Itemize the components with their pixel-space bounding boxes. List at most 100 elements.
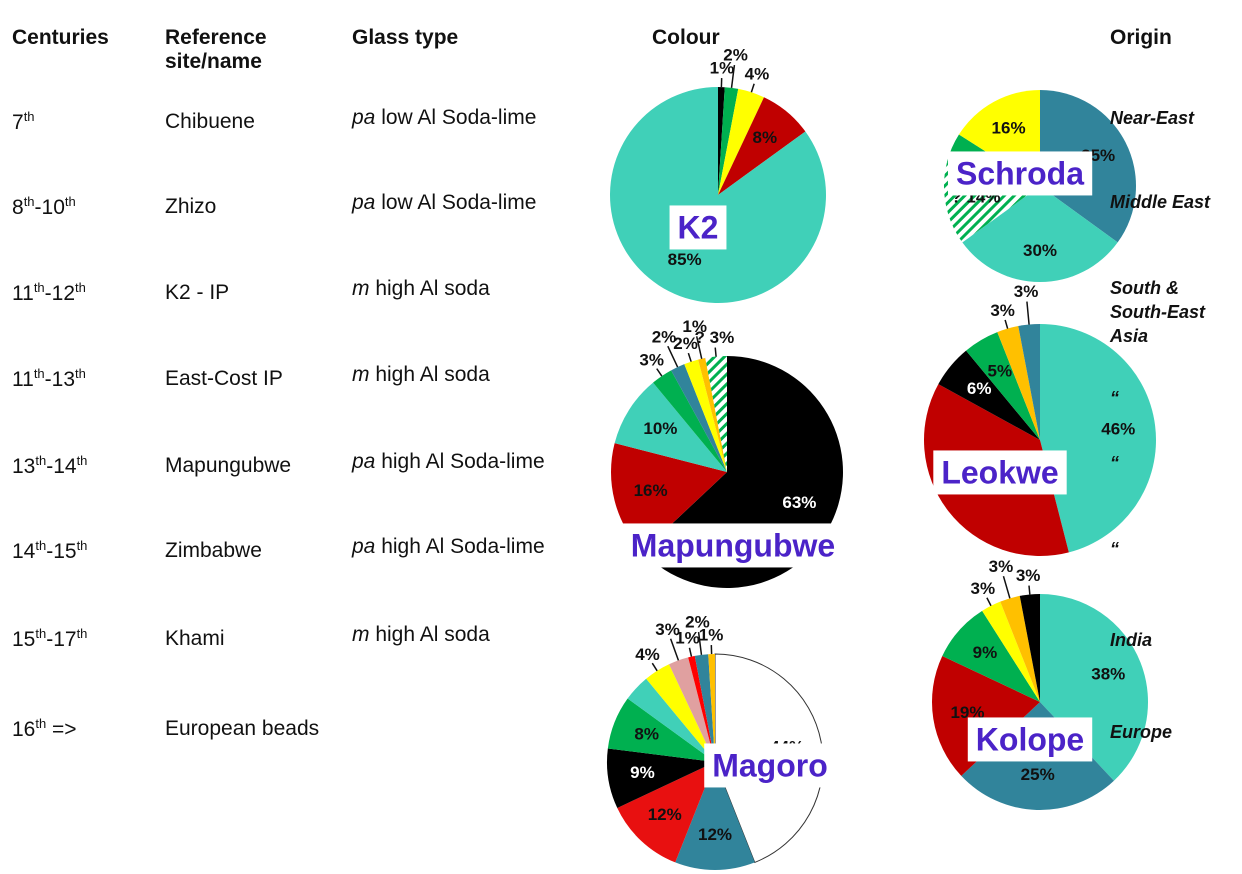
superscript: th (33, 366, 45, 381)
pie-slice (966, 332, 1040, 440)
glass-text: high Al soda (369, 363, 490, 386)
century-text: -13 (44, 368, 76, 391)
century-text: 14 (12, 540, 36, 563)
century: 13th-14th (12, 453, 87, 479)
leader-line (695, 336, 703, 359)
glass-type: pa high Al Soda-lime (352, 535, 545, 559)
origin: “ (1110, 388, 1119, 408)
pie-slice (688, 655, 715, 762)
site-name: Mapungubwe (165, 454, 292, 477)
slice-label: 4% (745, 65, 770, 84)
superscript: th (75, 366, 86, 381)
column-header: Reference site/name (165, 26, 267, 73)
column-header: Colour (652, 26, 720, 49)
pie-slice (997, 326, 1040, 440)
leader-line (1028, 585, 1031, 595)
glass-prefix: pa (352, 535, 376, 558)
pie-slice (607, 748, 715, 808)
century: 7th (12, 109, 35, 135)
leader-line (667, 345, 679, 368)
leader-line (687, 352, 692, 362)
leader-line (986, 597, 992, 607)
superscript: th (35, 626, 47, 641)
glass-type: m high Al soda (352, 363, 490, 387)
slice-label: 12% (648, 805, 682, 824)
century-text: -12 (44, 282, 76, 305)
slice-label: 6% (967, 379, 992, 398)
glass-text: high Al Soda-lime (375, 535, 545, 558)
pie-slice (675, 762, 755, 870)
leader-line (651, 662, 658, 672)
column-header: Origin (1110, 26, 1172, 49)
leader-line (697, 631, 703, 655)
superscript: th (33, 280, 45, 295)
slice-label: 1% (710, 59, 735, 78)
label-box (967, 717, 1093, 762)
label-box (669, 205, 727, 250)
pie-slice (627, 678, 715, 762)
slice-label: 85% (668, 250, 702, 269)
slice-label: 8% (753, 128, 778, 147)
pie-slice (694, 654, 715, 762)
century-text: => (46, 718, 77, 741)
slice-label: 3% (1016, 566, 1041, 585)
superscript: th (76, 538, 88, 553)
slice-label: 2% (685, 613, 710, 632)
pie-slice (942, 610, 1040, 702)
site-name: Chibuene (165, 110, 255, 133)
origin: Middle East (1110, 192, 1211, 212)
century: 11th-13th (12, 366, 86, 392)
glass-prefix: m (352, 623, 370, 646)
site-name: European beads (165, 717, 320, 740)
slice-label: 5% (988, 362, 1013, 381)
site-name: Khami (165, 627, 225, 650)
pie-slice (698, 358, 727, 472)
glass-text: low Al Soda-lime (375, 191, 537, 214)
site-name: East-Cost IP (165, 367, 283, 390)
century-text: 13 (12, 455, 36, 478)
slice-label: 16% (634, 481, 668, 500)
slice-label: 1% (699, 626, 724, 645)
pie-slice (1019, 594, 1040, 702)
century: 14th-15th (12, 538, 87, 564)
slice-label: 30% (1023, 241, 1057, 260)
leader-line (1004, 319, 1009, 329)
century-text: 16 (12, 718, 36, 741)
glass-prefix: m (352, 277, 370, 300)
pie-slice (671, 364, 727, 472)
origin: “ (1110, 539, 1119, 559)
leader-line (1002, 575, 1011, 599)
site-label: Mapungubwe (631, 527, 835, 563)
site-label: Kolope (976, 721, 1084, 757)
century-text: 11 (12, 282, 34, 305)
pie-slice (669, 657, 715, 762)
glass-type: m high Al soda (352, 623, 490, 647)
glass-prefix: m (352, 363, 370, 386)
pie-slice (718, 87, 725, 195)
slice-label: 9% (630, 763, 655, 782)
slice-label: 12% (698, 825, 732, 844)
century: 16th => (12, 716, 77, 742)
site-label: Leokwe (941, 454, 1058, 490)
slice-label: 19% (950, 703, 984, 722)
slice-label: 4% (635, 645, 660, 664)
century: 11th-12th (12, 280, 86, 306)
glass-type: pa high Al Soda-lime (352, 450, 545, 474)
pie-slice (718, 88, 764, 195)
century: 15th-17th (12, 626, 87, 652)
leader-line (656, 368, 663, 377)
glass-text: low Al Soda-lime (375, 106, 537, 129)
pie-slice (705, 356, 727, 472)
slice-label: 10% (643, 419, 677, 438)
century-text: -10 (34, 196, 65, 219)
pie-slice (982, 601, 1040, 702)
pie-slice (938, 350, 1040, 440)
slice-label: 2% (673, 334, 698, 353)
pie-slice (718, 87, 739, 195)
glass-prefix: pa (352, 450, 376, 473)
site-label: K2 (678, 209, 719, 245)
slice-label: 8% (634, 724, 659, 743)
slice-label: 3% (989, 557, 1014, 576)
